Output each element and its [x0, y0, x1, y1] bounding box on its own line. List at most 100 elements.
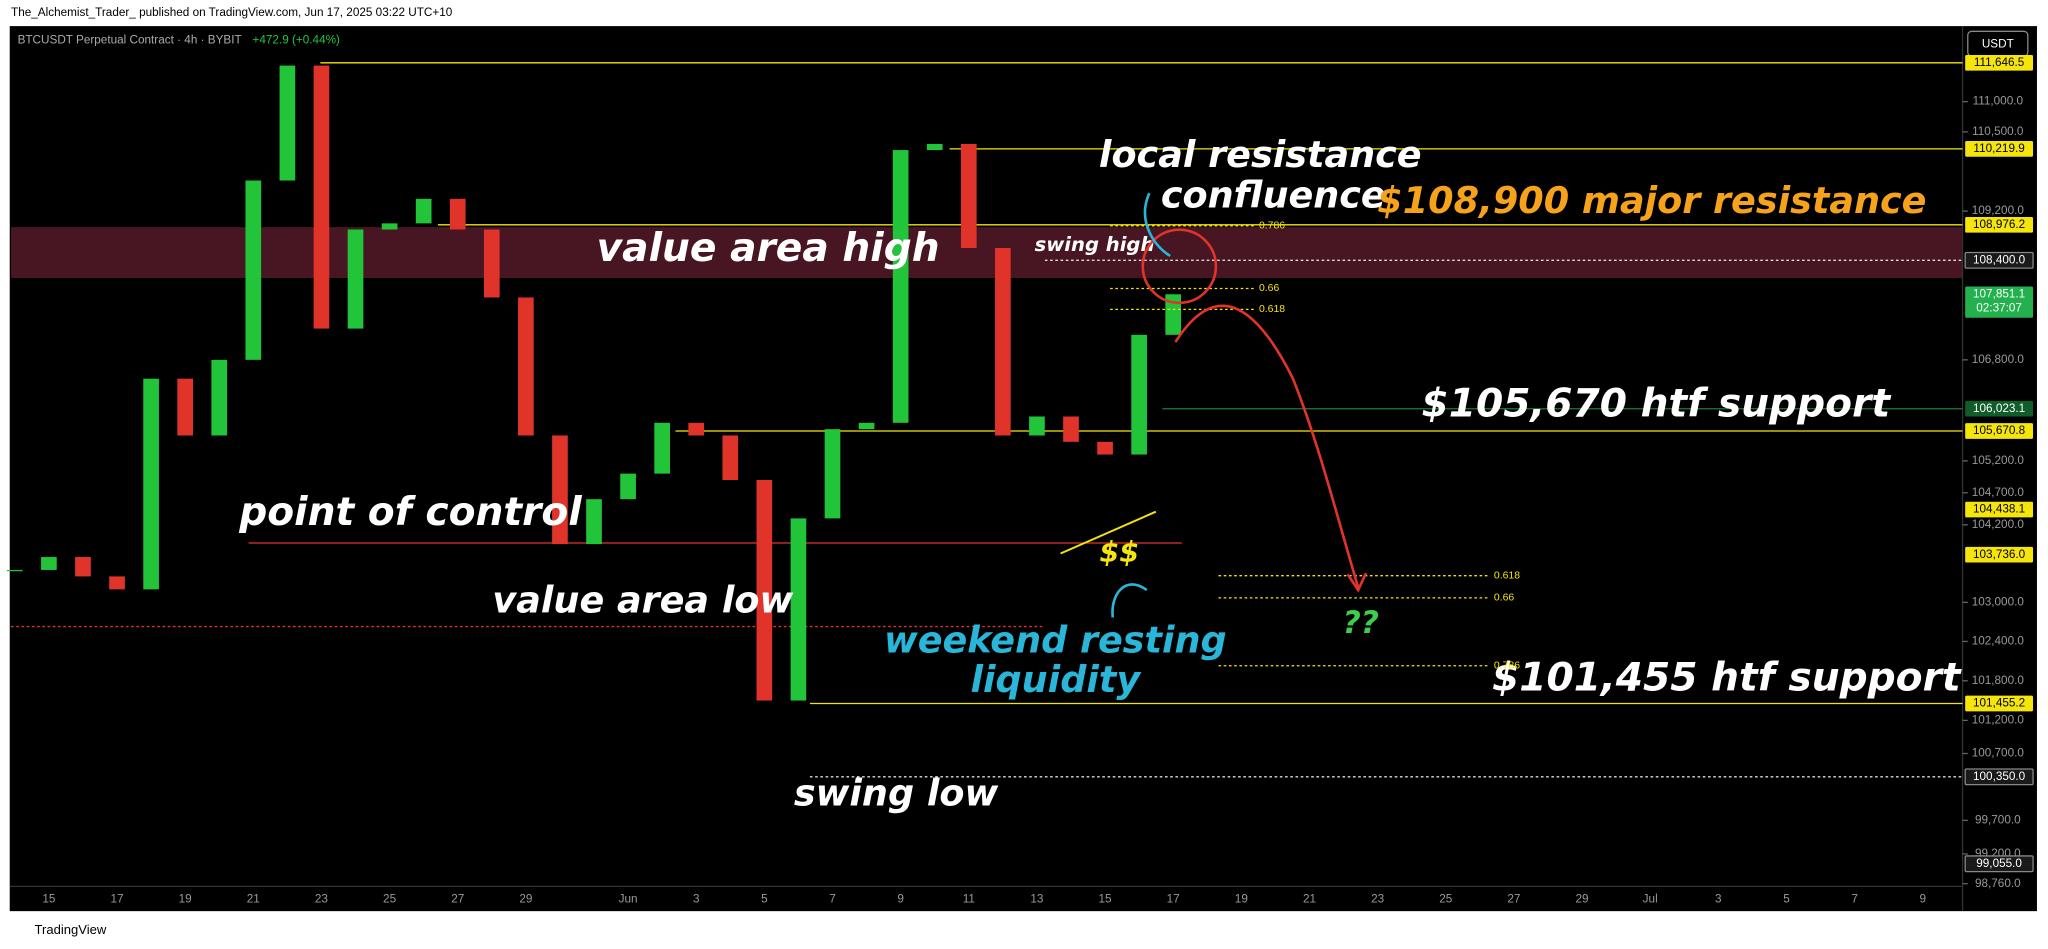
- price-label: 111,646.5: [1974, 56, 2025, 69]
- price-label-box: [1965, 546, 2034, 563]
- candle: [654, 422, 670, 474]
- x-tick-label: 29: [519, 892, 532, 905]
- x-tick-label: 21: [1303, 892, 1316, 905]
- x-tick-label: 3: [1715, 892, 1722, 905]
- candle: [858, 422, 875, 430]
- trendline: [1060, 510, 1157, 555]
- y-tick-label: 101,200.0: [1972, 713, 2025, 726]
- price-label-box: [1965, 141, 2034, 157]
- price-label-box: [1965, 695, 2034, 712]
- candle: [926, 144, 943, 151]
- x-tick-label: Jun: [619, 892, 638, 905]
- candle: [552, 435, 568, 545]
- x-tick-label: 15: [42, 892, 56, 905]
- y-tick-label: 104,700.0: [1972, 486, 2025, 499]
- x-tick-label: 7: [1851, 892, 1858, 905]
- candle: [1063, 416, 1079, 442]
- candle: [41, 557, 57, 570]
- price-label: 99,055.0: [1976, 857, 2022, 870]
- candle: [722, 435, 739, 481]
- y-tick-label: 100,700.0: [1972, 747, 2025, 760]
- fib-label: 0.618: [1494, 570, 1520, 581]
- price-label: 105,670.8: [1973, 424, 2026, 437]
- candle: [790, 518, 807, 701]
- x-tick-label: 27: [1507, 892, 1520, 905]
- fib-label: 0.66: [1494, 593, 1515, 604]
- price-label-box: [1964, 768, 2034, 786]
- annotation: swing low: [794, 771, 999, 814]
- x-tick-label: 11: [963, 892, 975, 905]
- y-tick-label: 109,200.0: [1972, 204, 2025, 217]
- x-tick-label: Jul: [1643, 892, 1658, 905]
- price-label-box: [1964, 251, 2034, 269]
- annotation: weekend resting: [884, 619, 1227, 662]
- candle: [1165, 294, 1182, 335]
- x-tick-label: 17: [1167, 892, 1180, 905]
- price-label-box: [1965, 54, 2034, 71]
- candle: [688, 422, 705, 436]
- price-label: 107,851.1: [1973, 287, 2025, 300]
- annotation: liquidity: [970, 658, 1142, 701]
- price-label: 100,350.0: [1973, 770, 2026, 783]
- y-tick-label: 105,200.0: [1972, 454, 2025, 467]
- annotation: confluence: [1161, 174, 1386, 217]
- candle: [415, 198, 432, 224]
- price-label-box: [1965, 216, 2034, 233]
- candle: [620, 473, 636, 500]
- price-label: 110,219.9: [1973, 142, 2024, 155]
- price-label-box: [1964, 855, 2034, 873]
- countdown: 02:37:07: [1976, 302, 2022, 315]
- candle: [824, 429, 841, 519]
- annotation: local resistance: [1099, 133, 1422, 176]
- x-tick-label: 5: [1783, 892, 1790, 905]
- candle: [756, 480, 773, 701]
- annotation: ??: [1343, 605, 1379, 641]
- x-tick-label: 21: [247, 892, 260, 905]
- candle: [960, 144, 977, 248]
- change: +472.9 (+0.44%): [253, 34, 341, 47]
- candle: [313, 65, 330, 329]
- annotation: value area high: [597, 226, 940, 271]
- x-tick-label: 7: [829, 892, 836, 905]
- x-tick-label: 17: [111, 892, 124, 905]
- price-label-box: [1965, 423, 2034, 439]
- price-label: 104,438.1: [1973, 503, 2025, 516]
- candle: [109, 576, 125, 590]
- annotation: value area low: [492, 578, 793, 621]
- x-tick-label: 19: [179, 892, 192, 905]
- candle: [381, 223, 398, 230]
- price-label-box: [1965, 501, 2034, 518]
- candle: [449, 198, 466, 230]
- candle: [586, 499, 602, 545]
- x-tick-label: 13: [1030, 892, 1044, 905]
- brand: TradingView: [35, 922, 107, 937]
- price-label-box: [1965, 286, 2034, 318]
- y-tick-label: 111,000.0: [1973, 95, 2024, 108]
- annotation: $$: [1099, 534, 1139, 568]
- resistance-circle: [1141, 228, 1218, 305]
- x-tick-label: 29: [1576, 892, 1589, 905]
- candle: [211, 359, 228, 436]
- x-tick-label: 3: [693, 892, 700, 905]
- candle: [75, 557, 91, 577]
- x-tick-label: 23: [1371, 892, 1385, 905]
- y-tick-label: 102,400.0: [1972, 635, 2025, 648]
- projection-arrow: [1174, 304, 1360, 588]
- y-tick-label: 98,760.0: [1975, 877, 2021, 890]
- candle: [245, 180, 262, 360]
- candle: [892, 150, 909, 423]
- x-tick-label: 15: [1099, 892, 1113, 905]
- value-area-band: [11, 227, 1963, 279]
- x-tick-label: 5: [761, 892, 768, 905]
- candle: [143, 378, 159, 590]
- y-tick-label: 99,700.0: [1975, 813, 2021, 826]
- candle: [177, 378, 194, 436]
- price-label: 106,023.1: [1973, 402, 2025, 415]
- currency[interactable]: USDT: [1982, 37, 2014, 50]
- price-label: 108,400.0: [1973, 253, 2026, 266]
- x-tick-label: 19: [1235, 892, 1248, 905]
- candle: [995, 247, 1011, 436]
- cyan-arrow: [1143, 192, 1171, 257]
- symbol: BTCUSDT Perpetual Contract · 4h · BYBIT: [18, 34, 242, 47]
